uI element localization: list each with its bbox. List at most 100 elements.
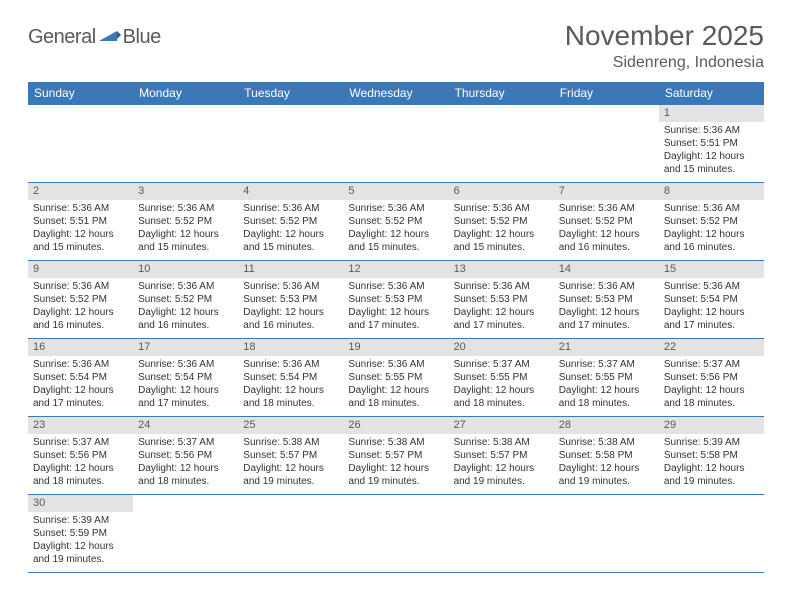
day-number: 14 [554,261,659,278]
day-number: 22 [659,339,764,356]
day-body: Sunrise: 5:36 AMSunset: 5:51 PMDaylight:… [28,200,133,258]
day-cell: 1Sunrise: 5:36 AMSunset: 5:51 PMDaylight… [659,105,764,183]
logo-text-1: General [28,26,96,49]
day-cell: 10Sunrise: 5:36 AMSunset: 5:52 PMDayligh… [133,261,238,339]
calendar-table: SundayMondayTuesdayWednesdayThursdayFrid… [28,82,764,573]
week-row: 9Sunrise: 5:36 AMSunset: 5:52 PMDaylight… [28,261,764,339]
day-number: 26 [343,417,448,434]
weekday-3: Wednesday [343,82,448,105]
day-cell: 30Sunrise: 5:39 AMSunset: 5:59 PMDayligh… [28,495,133,573]
day-body: Sunrise: 5:38 AMSunset: 5:57 PMDaylight:… [449,434,554,492]
day-number: 10 [133,261,238,278]
day-cell: 26Sunrise: 5:38 AMSunset: 5:57 PMDayligh… [343,417,448,495]
day-cell: 16Sunrise: 5:36 AMSunset: 5:54 PMDayligh… [28,339,133,417]
day-number: 16 [28,339,133,356]
day-cell: 27Sunrise: 5:38 AMSunset: 5:57 PMDayligh… [449,417,554,495]
day-number: 4 [238,183,343,200]
day-cell: 5Sunrise: 5:36 AMSunset: 5:52 PMDaylight… [343,183,448,261]
day-number: 29 [659,417,764,434]
day-number: 8 [659,183,764,200]
day-body: Sunrise: 5:38 AMSunset: 5:58 PMDaylight:… [554,434,659,492]
weekday-1: Monday [133,82,238,105]
day-number: 21 [554,339,659,356]
day-number: 20 [449,339,554,356]
day-number: 30 [28,495,133,512]
day-cell: 13Sunrise: 5:36 AMSunset: 5:53 PMDayligh… [449,261,554,339]
location: Sidenreng, Indonesia [565,54,764,72]
day-number: 28 [554,417,659,434]
calendar-page: General Blue November 2025 Sidenreng, In… [0,0,792,583]
weekday-header-row: SundayMondayTuesdayWednesdayThursdayFrid… [28,82,764,105]
day-cell: 24Sunrise: 5:37 AMSunset: 5:56 PMDayligh… [133,417,238,495]
day-cell: 17Sunrise: 5:36 AMSunset: 5:54 PMDayligh… [133,339,238,417]
day-number: 6 [449,183,554,200]
empty-cell [449,495,554,573]
day-body: Sunrise: 5:36 AMSunset: 5:52 PMDaylight:… [133,200,238,258]
calendar-body: 1Sunrise: 5:36 AMSunset: 5:51 PMDaylight… [28,105,764,573]
empty-cell [343,495,448,573]
day-number: 23 [28,417,133,434]
week-row: 16Sunrise: 5:36 AMSunset: 5:54 PMDayligh… [28,339,764,417]
day-body: Sunrise: 5:36 AMSunset: 5:54 PMDaylight:… [133,356,238,414]
day-cell: 25Sunrise: 5:38 AMSunset: 5:57 PMDayligh… [238,417,343,495]
day-number: 7 [554,183,659,200]
day-body: Sunrise: 5:37 AMSunset: 5:55 PMDaylight:… [554,356,659,414]
day-number: 13 [449,261,554,278]
day-number: 27 [449,417,554,434]
day-number: 5 [343,183,448,200]
month-title: November 2025 [565,20,764,52]
day-number: 9 [28,261,133,278]
day-body: Sunrise: 5:36 AMSunset: 5:52 PMDaylight:… [133,278,238,336]
day-body: Sunrise: 5:36 AMSunset: 5:54 PMDaylight:… [28,356,133,414]
day-body: Sunrise: 5:37 AMSunset: 5:56 PMDaylight:… [133,434,238,492]
empty-cell [659,495,764,573]
day-number: 3 [133,183,238,200]
day-body: Sunrise: 5:36 AMSunset: 5:54 PMDaylight:… [238,356,343,414]
day-body: Sunrise: 5:36 AMSunset: 5:52 PMDaylight:… [28,278,133,336]
day-body: Sunrise: 5:37 AMSunset: 5:55 PMDaylight:… [449,356,554,414]
day-cell: 4Sunrise: 5:36 AMSunset: 5:52 PMDaylight… [238,183,343,261]
day-body: Sunrise: 5:36 AMSunset: 5:53 PMDaylight:… [343,278,448,336]
day-body: Sunrise: 5:37 AMSunset: 5:56 PMDaylight:… [659,356,764,414]
day-body: Sunrise: 5:38 AMSunset: 5:57 PMDaylight:… [238,434,343,492]
day-number: 19 [343,339,448,356]
weekday-4: Thursday [449,82,554,105]
empty-cell [28,105,133,183]
day-number: 17 [133,339,238,356]
logo: General Blue [28,20,161,49]
day-number: 15 [659,261,764,278]
day-cell: 22Sunrise: 5:37 AMSunset: 5:56 PMDayligh… [659,339,764,417]
day-cell: 15Sunrise: 5:36 AMSunset: 5:54 PMDayligh… [659,261,764,339]
day-number: 11 [238,261,343,278]
weekday-5: Friday [554,82,659,105]
day-cell: 18Sunrise: 5:36 AMSunset: 5:54 PMDayligh… [238,339,343,417]
day-cell: 2Sunrise: 5:36 AMSunset: 5:51 PMDaylight… [28,183,133,261]
day-cell: 21Sunrise: 5:37 AMSunset: 5:55 PMDayligh… [554,339,659,417]
weekday-6: Saturday [659,82,764,105]
day-cell: 29Sunrise: 5:39 AMSunset: 5:58 PMDayligh… [659,417,764,495]
day-cell: 28Sunrise: 5:38 AMSunset: 5:58 PMDayligh… [554,417,659,495]
day-body: Sunrise: 5:38 AMSunset: 5:57 PMDaylight:… [343,434,448,492]
day-cell: 11Sunrise: 5:36 AMSunset: 5:53 PMDayligh… [238,261,343,339]
logo-text-2: Blue [123,26,161,49]
day-body: Sunrise: 5:36 AMSunset: 5:51 PMDaylight:… [659,122,764,180]
day-number: 1 [659,105,764,122]
empty-cell [133,495,238,573]
day-body: Sunrise: 5:36 AMSunset: 5:52 PMDaylight:… [449,200,554,258]
day-body: Sunrise: 5:36 AMSunset: 5:53 PMDaylight:… [238,278,343,336]
day-body: Sunrise: 5:36 AMSunset: 5:53 PMDaylight:… [449,278,554,336]
day-cell: 6Sunrise: 5:36 AMSunset: 5:52 PMDaylight… [449,183,554,261]
day-body: Sunrise: 5:36 AMSunset: 5:53 PMDaylight:… [554,278,659,336]
week-row: 23Sunrise: 5:37 AMSunset: 5:56 PMDayligh… [28,417,764,495]
day-body: Sunrise: 5:36 AMSunset: 5:52 PMDaylight:… [659,200,764,258]
day-body: Sunrise: 5:36 AMSunset: 5:55 PMDaylight:… [343,356,448,414]
day-number: 25 [238,417,343,434]
week-row: 1Sunrise: 5:36 AMSunset: 5:51 PMDaylight… [28,105,764,183]
day-cell: 8Sunrise: 5:36 AMSunset: 5:52 PMDaylight… [659,183,764,261]
day-cell: 3Sunrise: 5:36 AMSunset: 5:52 PMDaylight… [133,183,238,261]
empty-cell [238,105,343,183]
day-body: Sunrise: 5:39 AMSunset: 5:58 PMDaylight:… [659,434,764,492]
day-body: Sunrise: 5:39 AMSunset: 5:59 PMDaylight:… [28,512,133,570]
day-number: 18 [238,339,343,356]
empty-cell [133,105,238,183]
